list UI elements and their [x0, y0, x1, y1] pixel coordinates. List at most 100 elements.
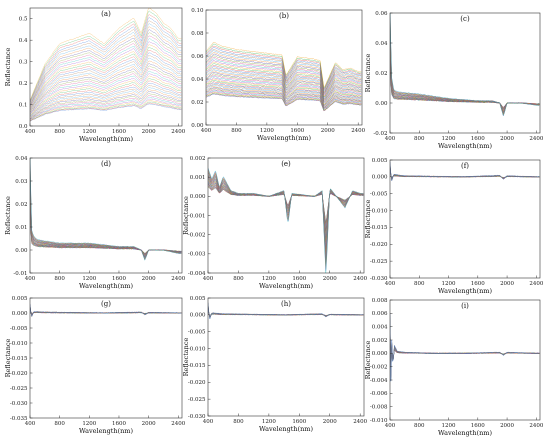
spectrum-line — [30, 303, 182, 318]
y-tick-label: 0.00 — [375, 101, 388, 107]
panel-label: (c) — [460, 15, 470, 23]
y-tick-label: 0.03 — [15, 179, 28, 185]
y-tick-label: 0.02 — [375, 71, 387, 77]
spectrum-line — [30, 102, 182, 122]
x-tick-label: 800 — [233, 276, 244, 282]
spectrum-line — [30, 44, 182, 109]
spectrum-line — [206, 74, 362, 103]
spectrum-line — [206, 92, 362, 111]
y-tick-label: 0.004 — [372, 324, 388, 330]
y-tick-label: 0.002 — [372, 338, 388, 344]
plot-frame — [207, 297, 365, 417]
x-tick-label: 1600 — [290, 128, 304, 134]
spectrum-line — [206, 87, 362, 109]
y-tick-label: -0.030 — [370, 276, 388, 282]
y-tick-label: -0.003 — [188, 252, 206, 258]
spectrum-line — [30, 47, 182, 110]
panel-label: (d) — [101, 160, 111, 168]
spectrum-line — [208, 180, 364, 239]
spectrum-line — [390, 337, 540, 364]
spectrum-line — [30, 101, 182, 121]
y-tick-label: 0.2 — [19, 81, 28, 87]
y-tick-label: -0.010 — [10, 341, 28, 347]
x-tick-label: 2000 — [323, 419, 337, 425]
y-tick-label: -0.030 — [188, 414, 206, 420]
spectrum-line — [30, 80, 182, 117]
x-tick-label: 1200 — [262, 276, 276, 282]
spectrum-line — [208, 169, 364, 270]
spectrum-line — [206, 91, 362, 110]
spectrum-line — [30, 78, 182, 116]
spectrum-line — [30, 89, 182, 119]
y-tick-label: 0.01 — [15, 225, 27, 231]
spectrum-line — [208, 179, 364, 243]
x-tick-label: 2000 — [500, 136, 514, 142]
spectrum-line — [30, 10, 182, 101]
y-tick-label: 0.06 — [375, 11, 388, 17]
plot-frame — [389, 12, 541, 134]
x-tick-label: 1600 — [471, 136, 485, 142]
spectrum-line — [206, 67, 362, 100]
spectrum-line — [390, 324, 540, 374]
spectrum-line — [390, 331, 540, 369]
y-axis-label: Reflectance — [182, 337, 190, 376]
y-tick-label: 0.04 — [375, 41, 388, 47]
spectrum-line — [30, 100, 182, 121]
spectrum-line — [30, 307, 182, 317]
y-tick-label: -0.006 — [370, 391, 388, 397]
spectrum-line — [30, 57, 182, 112]
spectrum-line — [208, 174, 364, 254]
panel-label: (b) — [279, 12, 289, 20]
x-tick-label: 2000 — [323, 276, 337, 282]
panel-5: 400 800 1200 1600 2000 2400 -0.030 -0.025 -0.020… — [364, 158, 544, 295]
plot-frame — [205, 9, 363, 126]
spectrum-line — [208, 307, 364, 318]
panel-8: 400 800 1200 1600 2000 2400 -0.010 -0.008 -0.006… — [364, 298, 544, 437]
spectrum-line — [206, 86, 362, 108]
panel-label: (h) — [281, 300, 291, 308]
spectrum-line — [390, 339, 540, 363]
y-tick-label: -0.015 — [188, 363, 206, 369]
y-tick-label: -0.020 — [370, 242, 388, 248]
spectrum-line — [206, 53, 362, 93]
y-axis-label: Reflectance — [182, 196, 190, 235]
spectrum-line — [208, 181, 364, 236]
x-axis-label: Wavelength(nm) — [257, 134, 311, 142]
y-tick-label: -0.015 — [10, 356, 28, 362]
x-tick-label: 400 — [385, 136, 396, 142]
spectrum-line — [390, 329, 540, 370]
spectrum-line — [208, 302, 364, 320]
x-tick-label: 800 — [54, 276, 65, 282]
y-tick-label: -0.010 — [188, 346, 206, 352]
y-tick-label: 0.5 — [19, 17, 28, 23]
x-tick-label: 400 — [385, 281, 396, 287]
spectrum-line — [390, 335, 540, 366]
x-tick-label: 2400 — [171, 421, 185, 427]
spectrum-line — [30, 98, 182, 121]
spectrum-line — [208, 176, 364, 250]
x-tick-label: 1200 — [442, 423, 456, 429]
y-tick-label: 0.3 — [19, 59, 28, 65]
series-group — [208, 302, 364, 320]
y-tick-label: -0.005 — [10, 326, 28, 332]
spectrum-line — [390, 333, 540, 368]
spectrum-line — [30, 70, 182, 115]
spectrum-line — [30, 103, 182, 122]
spectrum-line — [30, 68, 182, 114]
y-tick-label: -0.025 — [10, 386, 28, 392]
spectrum-line — [208, 180, 364, 241]
x-tick-label: 1600 — [112, 276, 126, 282]
panel-label: (a) — [101, 10, 111, 18]
spectrum-line — [390, 339, 540, 364]
x-tick-label: 2400 — [171, 276, 185, 282]
x-tick-label: 800 — [414, 136, 425, 142]
y-tick-label: -0.002 — [370, 364, 388, 370]
panel-0: 400 800 1200 1600 2000 2400 0.0 0.1 0.2 0.3 0.4 0.5… — [4, 7, 186, 143]
y-tick-label: 0.008 — [372, 298, 388, 304]
spectrum-line — [30, 158, 182, 261]
spectrum-line — [30, 304, 182, 317]
spectrum-line — [206, 69, 362, 100]
spectrum-line — [390, 319, 540, 378]
spectrum-line — [208, 170, 364, 265]
spectrum-line — [208, 168, 364, 271]
